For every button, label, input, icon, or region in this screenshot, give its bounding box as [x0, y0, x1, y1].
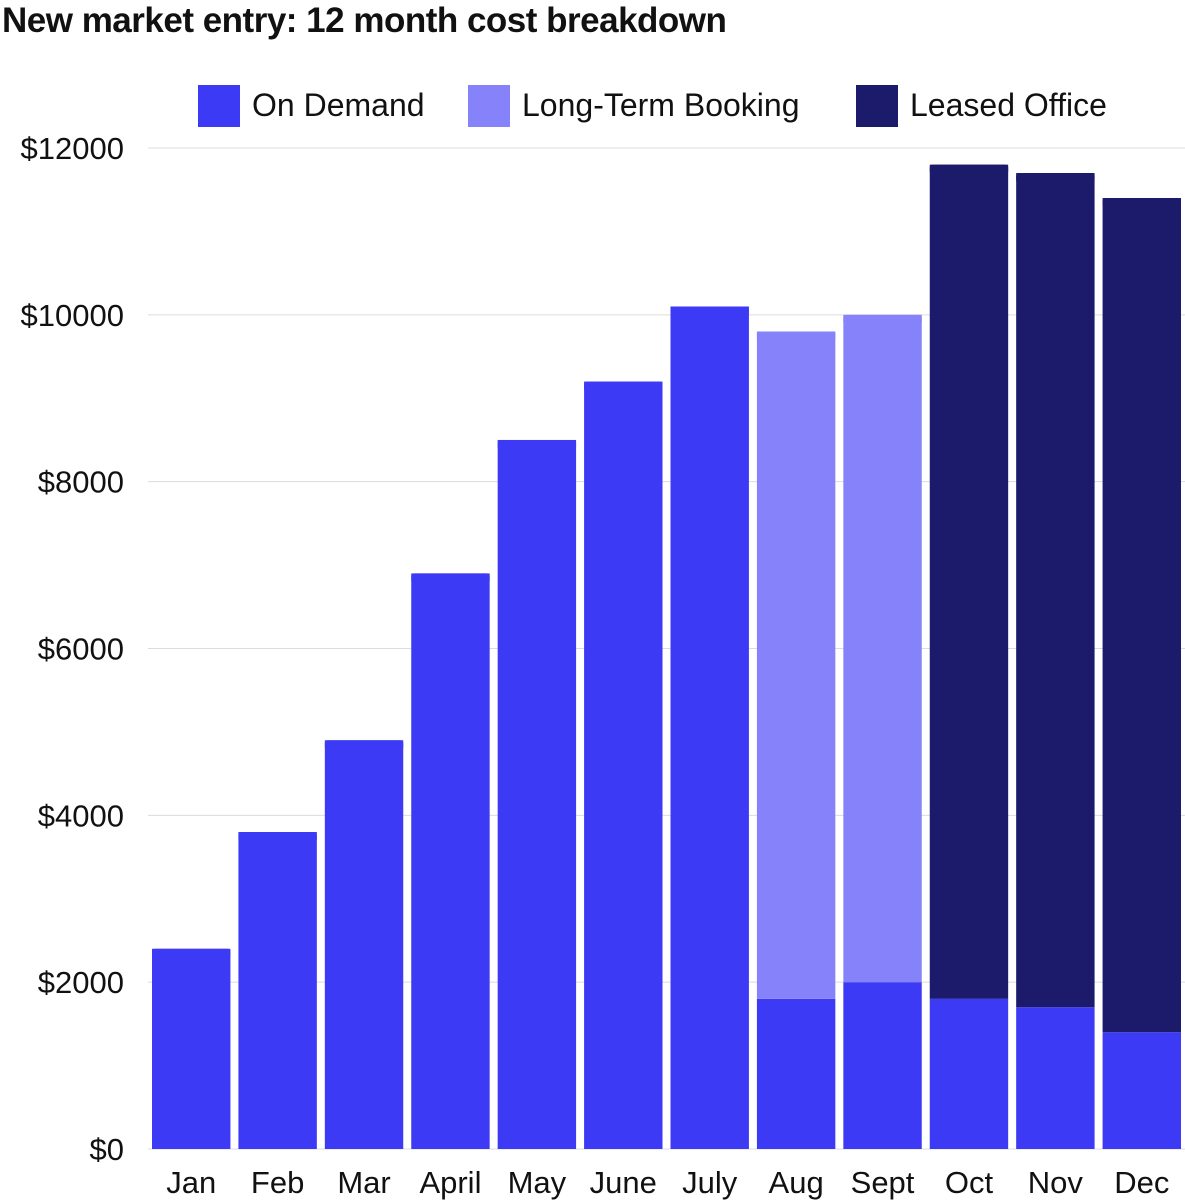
bar-cap: [497, 439, 577, 450]
x-tick-label: Feb: [251, 1165, 304, 1200]
x-tick-label: Aug: [769, 1165, 824, 1200]
x-axis-tick-labels: Jan Feb Mar April May June July Aug Sept Oct Nov De…: [166, 1165, 1169, 1200]
y-tick-label: $0: [90, 1132, 124, 1167]
bar-cap: [843, 314, 922, 325]
y-tick-label: $12000: [21, 131, 124, 166]
bar-segment: [670, 306, 749, 1149]
bar-segment: [929, 998, 1009, 1149]
bar-cap: [929, 164, 1009, 175]
x-tick-label: June: [590, 1165, 657, 1200]
bar-segment: [1102, 1032, 1181, 1149]
bar-cap: [238, 832, 317, 843]
bar-cap: [411, 573, 490, 584]
chart-title: New market entry: 12 month cost breakdow…: [2, 1, 727, 40]
gridlines: [148, 147, 1185, 1150]
bars: [152, 164, 1181, 1150]
y-tick-label: $6000: [38, 632, 124, 667]
bar-segment: [152, 948, 231, 1149]
x-tick-label: May: [508, 1165, 567, 1200]
bar-segment: [756, 998, 836, 1149]
bar-segment: [238, 832, 317, 1149]
legend-swatch: [468, 85, 510, 127]
x-tick-label: Nov: [1028, 1165, 1084, 1200]
bar-segment: [929, 164, 1009, 999]
x-tick-label: Oct: [945, 1165, 994, 1200]
x-tick-label: Sept: [851, 1165, 915, 1200]
legend: On Demand Long-Term Booking Leased Office: [198, 85, 1107, 127]
x-tick-label: Jan: [166, 1165, 216, 1200]
legend-swatch: [856, 85, 898, 127]
legend-label: Leased Office: [910, 87, 1107, 123]
y-axis-tick-labels: $0 $2000 $4000 $6000 $8000 $10000 $12000: [21, 131, 124, 1167]
bar-segment: [1016, 173, 1095, 1008]
legend-label: On Demand: [252, 87, 425, 123]
bar-cap: [1016, 173, 1095, 184]
bar-cap: [756, 331, 836, 342]
bar-cap: [670, 306, 749, 317]
x-tick-label: Dec: [1114, 1165, 1169, 1200]
bar-segment: [411, 573, 490, 1149]
bar-cap: [324, 740, 404, 751]
bar-segment: [843, 314, 922, 983]
y-tick-label: $8000: [38, 465, 124, 500]
y-tick-label: $4000: [38, 798, 124, 833]
y-tick-label: $10000: [21, 298, 124, 333]
bar-segment: [497, 439, 577, 1149]
legend-label: Long-Term Booking: [522, 87, 799, 123]
bar-segment: [1102, 198, 1181, 1033]
x-tick-label: April: [419, 1165, 481, 1200]
bar-segment: [756, 331, 836, 999]
x-tick-label: Mar: [337, 1165, 390, 1200]
y-tick-label: $2000: [38, 965, 124, 1000]
bar-segment: [1016, 1007, 1095, 1149]
legend-swatch: [198, 85, 240, 127]
bar-cap: [152, 948, 231, 959]
x-tick-label: July: [682, 1165, 738, 1200]
bar-cap: [584, 381, 663, 392]
bar-segment: [324, 740, 404, 1149]
bar-segment: [584, 381, 663, 1150]
bar-cap: [1102, 198, 1181, 209]
bar-segment: [843, 982, 922, 1149]
